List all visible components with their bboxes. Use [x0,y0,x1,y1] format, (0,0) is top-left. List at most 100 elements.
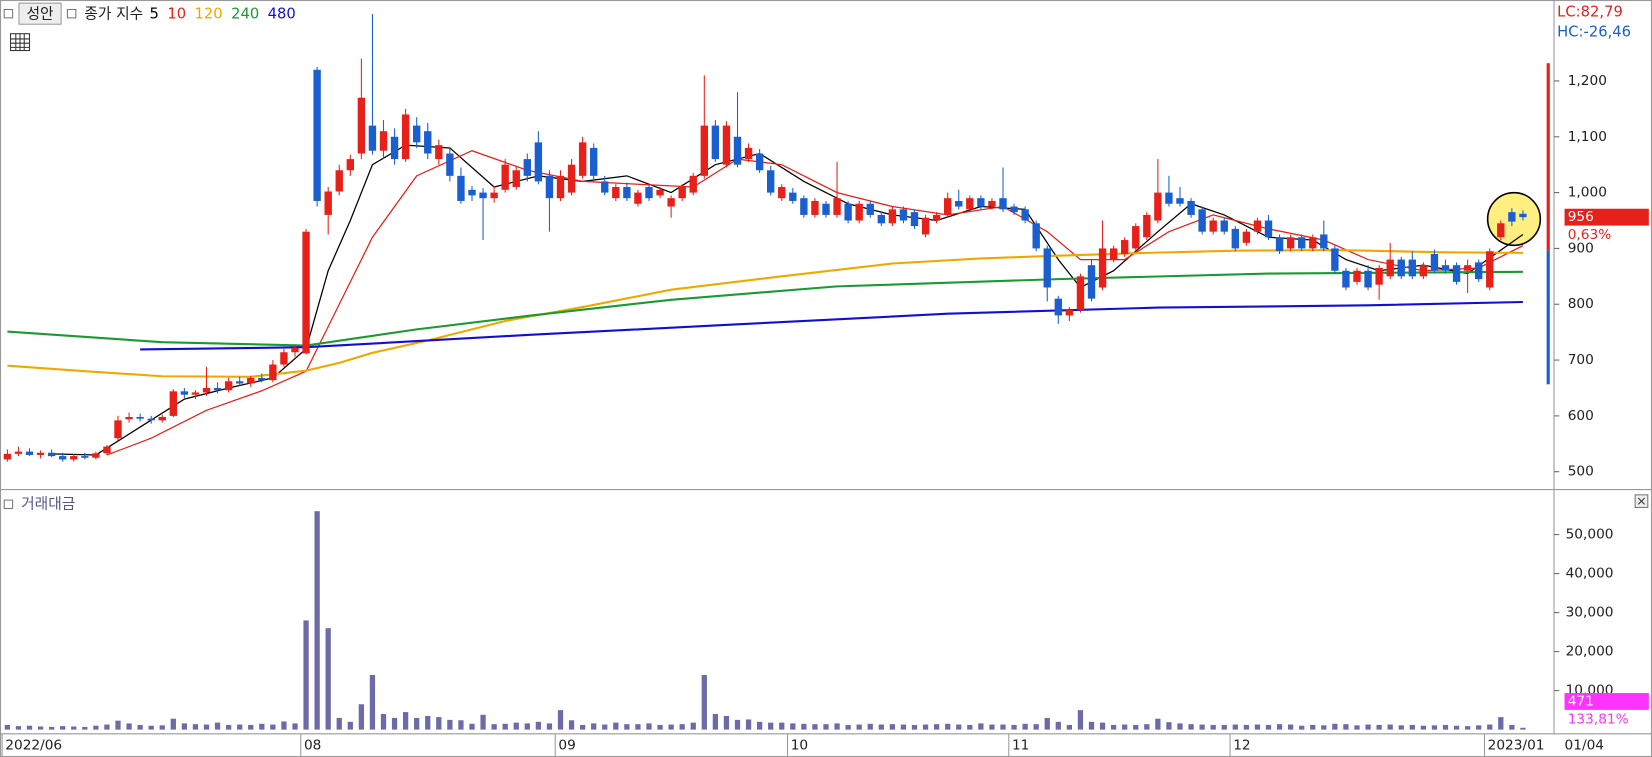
volume-bar [248,724,254,730]
candle-body [988,200,996,207]
volume-bar [712,714,719,730]
volume-change-label: 133,81% [1568,711,1629,727]
price-tag-label: 956 [1568,209,1594,225]
candle-body [1497,223,1505,238]
volume-bar [889,724,896,730]
volume-bar [380,714,387,730]
volume-bar [1453,725,1460,730]
candle-body [1176,198,1184,204]
settings-icon[interactable] [66,8,77,19]
candle-body [1519,213,1527,218]
candle-body [556,175,565,199]
panel-title: 거래대금 [21,495,75,512]
volume-bar [1077,710,1084,730]
candle-body [213,387,222,391]
y-tick-label: 1,100 [1568,129,1607,145]
menu-icon[interactable] [3,8,14,19]
volume-bar [347,721,353,730]
candle-body [700,125,708,176]
candle-body [1198,209,1206,232]
change-label: 0,63% [1568,227,1611,243]
candle-body [877,214,885,224]
volume-bar [845,724,851,730]
candle-body [722,125,731,165]
volume-bar [768,722,774,730]
stock-name-box[interactable] [18,2,62,25]
volume-bar [15,726,22,730]
candle-body [1098,248,1107,288]
volume-bar [358,704,365,730]
close-button[interactable] [1634,494,1649,509]
volume-bar [1365,724,1371,730]
volume-bar [281,721,287,730]
candle-body [944,198,952,215]
volume-bar [82,726,88,730]
volume-bar [812,724,818,730]
candle-body [114,420,122,439]
candle-body [1441,265,1450,271]
candle-body [811,200,819,215]
candle-body [103,446,111,454]
price-tag [1564,208,1649,226]
candle-body [180,391,189,395]
volume-bar [491,724,497,730]
volume-bar [148,725,154,730]
ma-label: 종가 지수 [84,6,143,23]
candle-body [1508,212,1516,222]
candle-body [47,452,56,457]
candle-body [1220,220,1228,232]
candle-body [346,159,354,171]
volume-bar [690,722,696,730]
candle-body [313,69,321,201]
volume-bar [1299,725,1305,730]
y-tick-label: 20,000 [1566,644,1614,660]
candle-body [1054,298,1062,316]
candle-body [910,212,919,227]
volume-bar [469,723,475,730]
candle-body [755,153,764,171]
candle-body [1463,265,1472,271]
volume-bar [1221,724,1227,730]
volume-bar [624,724,630,730]
candle-body [1109,248,1118,260]
candle-body [236,381,244,384]
candle-body [379,131,388,151]
candle-body [866,203,874,215]
volume-bar [956,724,962,730]
candle-body [291,347,299,353]
volume-bar [1133,724,1139,730]
candle-body [744,147,753,160]
y-tick-label: 700 [1568,352,1594,368]
table-icon[interactable] [10,33,31,52]
volume-bar [1498,717,1504,730]
volume-bar [591,723,597,730]
volume-bar [292,723,298,730]
volume-bar [900,724,907,730]
volume-tag-label: 471 [1568,693,1594,709]
candle-body [368,125,377,151]
panel-icon[interactable] [3,499,14,510]
ma-line [7,249,1523,378]
volume-bar [1232,724,1238,730]
candle-body [14,451,23,454]
candle-body [711,125,720,160]
volume-bar [1265,724,1272,730]
volume-bar [1099,722,1106,730]
candle-body [534,142,543,182]
volume-bar [137,724,143,730]
volume-bar [126,723,132,730]
candle-body [335,170,343,192]
lc-label: LC:82,79 [1557,4,1623,21]
candle-body [479,192,487,199]
volume-bar [1000,724,1006,730]
volume-bar [170,718,176,730]
volume-bar [834,723,840,730]
candle-body [612,187,620,199]
volume-bar [115,720,121,730]
volume-bar [1144,724,1150,730]
candle-body [689,175,697,193]
candle-body [1331,248,1339,271]
candle-body [169,391,177,416]
candle-body [1253,220,1262,232]
candle-body [999,198,1007,210]
